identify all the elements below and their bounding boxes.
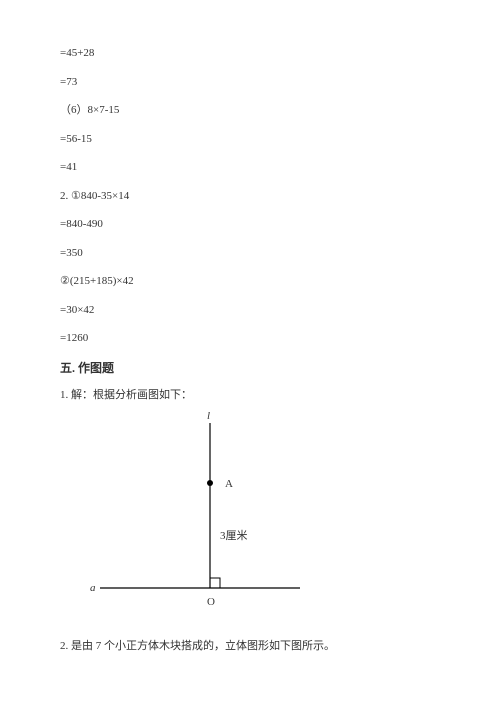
right-angle-icon [210, 578, 220, 588]
calc-line: =56-15 [60, 131, 440, 148]
calc-line: =45+28 [60, 45, 440, 62]
label-point-a: A [225, 476, 233, 493]
point-a-dot [207, 480, 213, 486]
diagram-svg [90, 418, 310, 618]
calc-line: （6）8×7-15 [60, 102, 440, 119]
label-l: l [207, 408, 210, 425]
question-1-text: 1. 解：根据分析画图如下： [60, 387, 440, 404]
calc-line: =30×42 [60, 302, 440, 319]
calc-line: =73 [60, 74, 440, 91]
calc-line: =350 [60, 245, 440, 262]
calc-line: =840-490 [60, 216, 440, 233]
calc-line: =1260 [60, 330, 440, 347]
label-point-o: O [207, 594, 215, 611]
label-3cm: 3厘米 [220, 528, 248, 545]
question-2-text: 2. 是由 7 个小正方体木块搭成的，立体图形如下图所示。 [60, 638, 440, 655]
section-title: 五. 作图题 [60, 359, 440, 377]
label-line-a: a [90, 580, 96, 597]
calc-line: =41 [60, 159, 440, 176]
geometry-diagram: l A 3厘米 a O [90, 418, 310, 618]
calc-line: 2. ①840-35×14 [60, 188, 440, 205]
calc-line: ②(215+185)×42 [60, 273, 440, 290]
